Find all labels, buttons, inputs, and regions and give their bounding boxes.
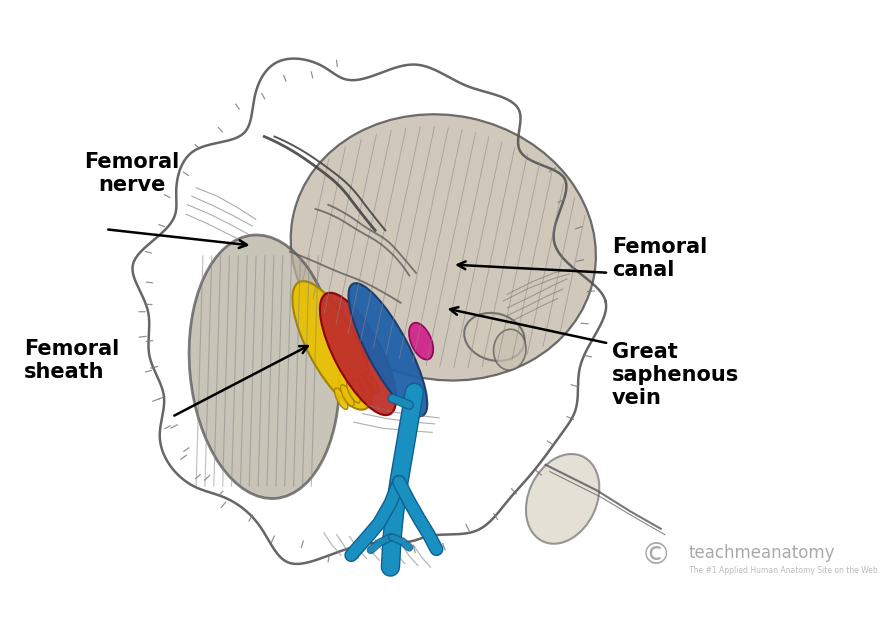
- Text: teachmeanatomy: teachmeanatomy: [689, 544, 835, 563]
- Text: The #1 Applied Human Anatomy Site on the Web.: The #1 Applied Human Anatomy Site on the…: [689, 566, 880, 575]
- Ellipse shape: [340, 385, 354, 406]
- Text: Femoral
canal: Femoral canal: [612, 237, 707, 280]
- Ellipse shape: [464, 313, 525, 361]
- Ellipse shape: [293, 281, 372, 410]
- Text: Femoral
sheath: Femoral sheath: [24, 339, 119, 382]
- Text: Great
saphenous
vein: Great saphenous vein: [612, 342, 739, 408]
- Ellipse shape: [359, 375, 372, 396]
- Ellipse shape: [409, 323, 433, 360]
- Text: Femoral
nerve: Femoral nerve: [85, 152, 179, 195]
- Ellipse shape: [493, 329, 526, 370]
- Ellipse shape: [320, 293, 396, 415]
- Ellipse shape: [365, 372, 378, 393]
- Ellipse shape: [526, 454, 599, 544]
- Ellipse shape: [353, 378, 366, 399]
- Ellipse shape: [291, 114, 596, 380]
- Ellipse shape: [189, 235, 339, 498]
- Text: ©: ©: [641, 542, 672, 570]
- Ellipse shape: [334, 388, 348, 410]
- Ellipse shape: [348, 283, 427, 416]
- Ellipse shape: [347, 382, 360, 403]
